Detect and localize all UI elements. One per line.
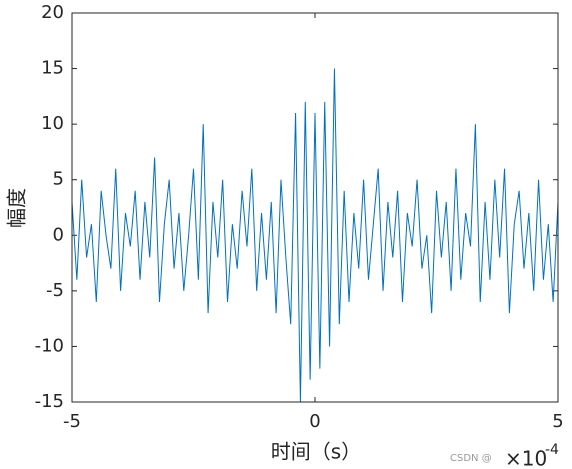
plot-frame <box>71 12 559 403</box>
y-axis-label: 幅度 <box>5 188 29 228</box>
y-tick-label: -15 <box>35 391 64 412</box>
watermark: CSDN @ <box>450 453 492 464</box>
x-exponent-base: ×10 <box>505 447 547 469</box>
y-tick-label: 5 <box>53 169 64 190</box>
y-tick-label: 10 <box>41 113 64 134</box>
series-line <box>71 68 559 403</box>
y-tick-label: -5 <box>46 280 64 301</box>
x-tick-label: 0 <box>309 411 320 432</box>
y-tick-label: 0 <box>53 224 64 245</box>
x-tick-label: -5 <box>63 411 81 432</box>
y-tick-label: 15 <box>41 58 64 79</box>
x-axis-label: 时间（s） <box>271 440 361 464</box>
y-tick-label: 20 <box>41 2 64 23</box>
y-tick-label: -10 <box>35 335 64 356</box>
x-tick-label: 5 <box>552 411 563 432</box>
x-exponent: -4 <box>545 442 559 458</box>
